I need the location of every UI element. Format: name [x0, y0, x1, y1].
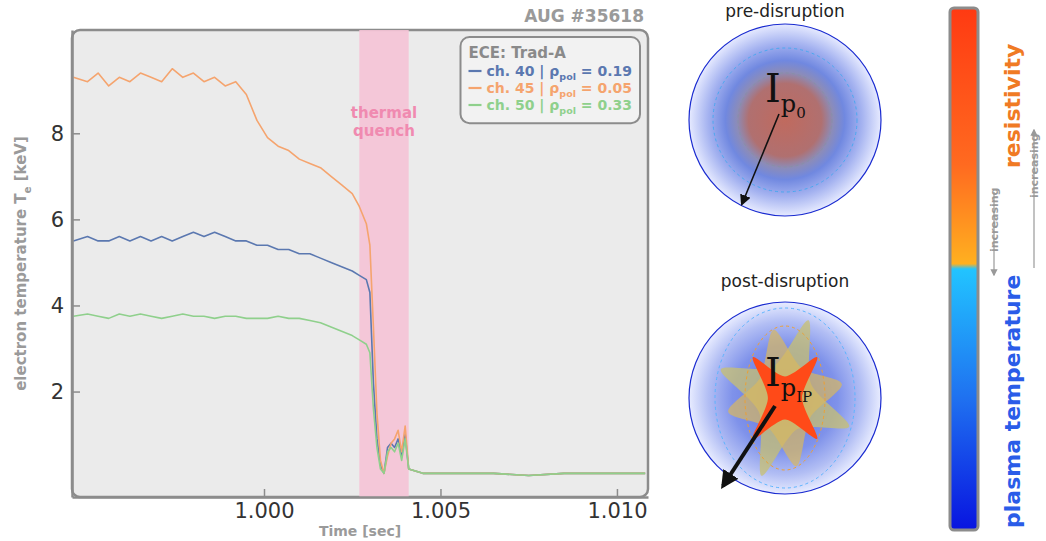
text-run: = 0.05 — [576, 80, 632, 96]
current-arrow — [742, 114, 779, 204]
tick: 1.000 — [234, 489, 294, 523]
legend-box — [461, 37, 641, 123]
text-run: [keV] — [12, 136, 30, 186]
tick-mark — [440, 489, 442, 497]
plot-background — [72, 30, 648, 497]
colorbar-label: plasma temperature — [1000, 275, 1025, 528]
tick-label: 1.000 — [234, 499, 294, 523]
legend: ECE: Trad-Ach. 40 | ρpol = 0.19ch. 45 | … — [461, 37, 641, 123]
current-label: Ip0 — [765, 65, 806, 122]
tick-mark — [72, 133, 80, 135]
series-line — [73, 69, 645, 476]
subscript: pol — [559, 88, 576, 99]
panel-title: pre-disruption — [725, 1, 845, 21]
legend-label: ch. 50 | ρpol = 0.33 — [487, 97, 633, 116]
text-run: ch. 50 | — [487, 97, 550, 114]
chart-title: AUG #35618 — [524, 6, 644, 26]
perturbed-region — [721, 320, 850, 476]
colorbar-label: resistivity — [1000, 44, 1025, 168]
legend-swatch — [469, 87, 482, 89]
text-run: ρ — [549, 97, 559, 113]
panel: post-disruption IpIP — [689, 271, 881, 494]
text-run: ρ — [549, 63, 559, 79]
subscript: IP — [796, 388, 812, 406]
text-run: thermal — [351, 104, 417, 122]
flux-surface — [745, 326, 825, 470]
plasma-cross-section — [689, 24, 881, 216]
legend-swatch — [469, 104, 482, 106]
tick-mark — [72, 219, 80, 221]
x-axis: 1.000 1.005 1.010 — [73, 489, 649, 523]
current-label: IpIP — [765, 349, 812, 406]
text-run: quench — [353, 122, 415, 140]
axis-line — [71, 31, 74, 498]
tick-label: 2 — [51, 380, 64, 404]
current-arrow — [723, 406, 775, 486]
series-line — [73, 232, 645, 475]
text-run: I — [765, 65, 781, 111]
tick: 4 — [51, 294, 80, 318]
figure: 2 4 6 8 1.000 1.005 1.010 thermalquench AUG #356… — [0, 0, 1046, 541]
tick-label: 1.005 — [411, 499, 471, 523]
plasma-cross-section — [689, 302, 881, 494]
text-run: = 0.33 — [576, 97, 632, 113]
text-run: = 0.19 — [576, 63, 632, 79]
panel: pre-disruption Ip0 — [689, 1, 881, 216]
tick: 1.005 — [411, 489, 471, 523]
tick-mark — [264, 489, 266, 497]
subscript: pol — [559, 71, 576, 82]
tick-mark — [617, 489, 619, 497]
text-run: ch. 40 | — [487, 63, 550, 80]
subscript: pol — [559, 105, 576, 116]
flux-surface — [713, 48, 857, 192]
series-line — [73, 314, 645, 475]
text-run: ch. 45 | — [487, 80, 550, 97]
subscript: p — [781, 90, 796, 118]
tick-label: 6 — [51, 208, 64, 232]
flux-surface — [715, 308, 855, 488]
tick-mark — [72, 391, 80, 393]
x-axis-title: Time [sec] — [319, 523, 401, 539]
subscript: p — [781, 374, 796, 402]
tick: 2 — [51, 380, 80, 404]
text-run: I — [765, 349, 781, 395]
y-axis-title: electron temperature Te [keV] — [12, 136, 33, 391]
canvas-svg: 2 4 6 8 1.000 1.005 1.010 thermalquench AUG #356… — [0, 0, 1046, 541]
text-run: ρ — [549, 80, 559, 96]
band — [359, 30, 408, 497]
text-run: electron temperature — [12, 204, 30, 391]
tick-label: 1.010 — [587, 499, 647, 523]
legend-swatch — [469, 70, 482, 72]
text-run: Time [sec] — [319, 523, 401, 539]
tick: 8 — [51, 122, 80, 146]
y-axis: 2 4 6 8 — [51, 31, 80, 498]
tick: 1.010 — [587, 489, 647, 523]
tick-label: 4 — [51, 294, 64, 318]
panel-title: post-disruption — [721, 271, 849, 291]
flux-surface — [738, 73, 832, 167]
plot-area — [73, 30, 645, 497]
tick-label: 8 — [51, 122, 64, 146]
axis-line — [73, 496, 649, 499]
band-label: thermalquench — [351, 104, 417, 140]
tick: 6 — [51, 208, 80, 232]
tick-mark — [72, 305, 80, 307]
colorbar — [950, 8, 978, 530]
subscript: 0 — [796, 104, 806, 122]
legend-title: ECE: Trad-A — [469, 44, 567, 62]
perturbed-region — [728, 330, 842, 467]
trend-arrow — [1033, 130, 1034, 268]
trend-arrow — [993, 192, 994, 275]
